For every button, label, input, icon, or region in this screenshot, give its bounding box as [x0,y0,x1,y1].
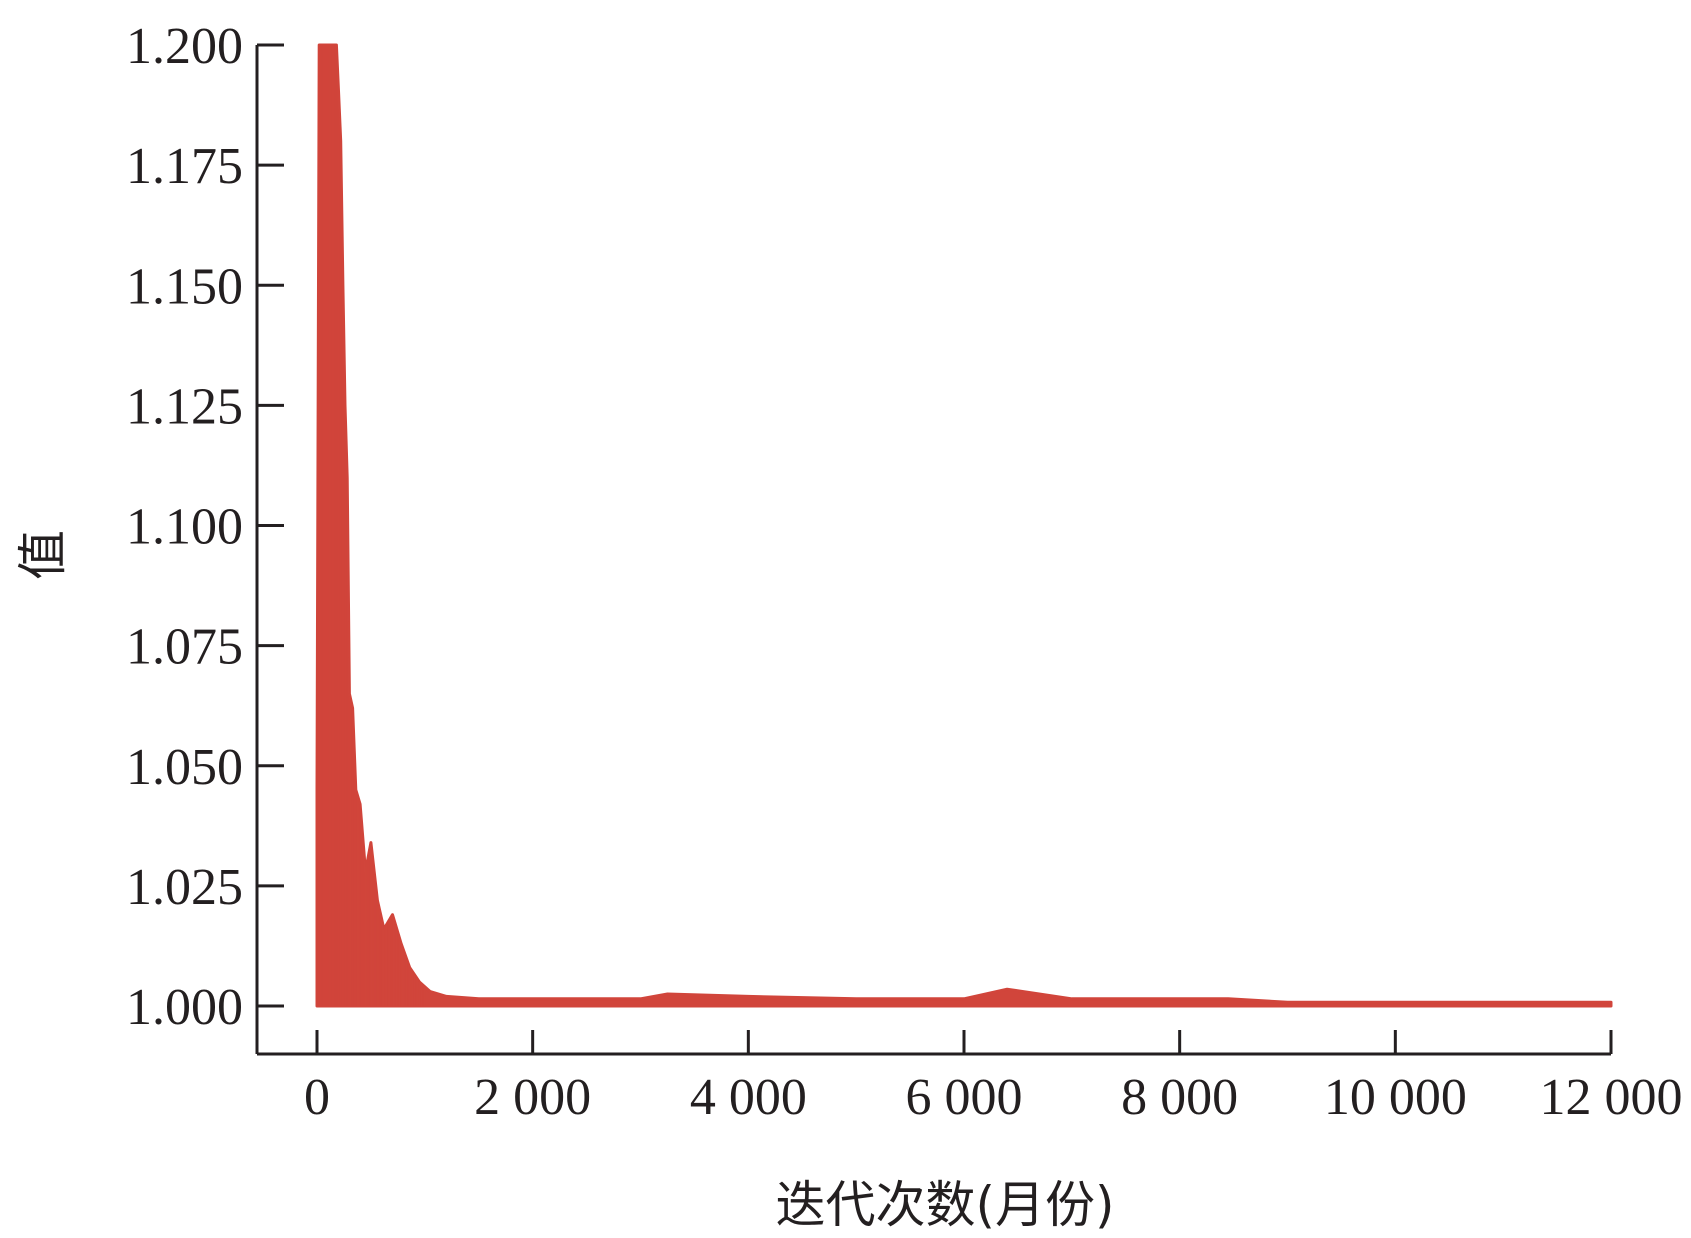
y-tick-label: 1.025 [126,859,243,916]
y-tick-label: 1.150 [126,258,243,315]
x-tick-label: 10 000 [1324,1069,1467,1126]
x-axis-title: 迭代次数(月份) [775,1176,1114,1234]
y-tick-label: 1.175 [126,138,243,195]
x-tick-label: 2 000 [474,1069,591,1126]
y-tick-label: 1.050 [126,739,243,796]
x-tick-label: 6 000 [906,1069,1023,1126]
y-tick-label: 1.200 [126,18,243,75]
x-tick-label: 12 000 [1540,1069,1683,1126]
x-tick-label: 0 [304,1069,330,1126]
y-tick-label: 1.100 [126,499,243,556]
x-axis-ticks: 0 2 000 4 000 6 000 8 000 10 000 12 000 [304,1030,1683,1126]
y-axis-ticks: 1.000 1.025 1.050 1.075 1.100 1.125 1.150 1.175… [126,18,284,1036]
series-line [315,43,1613,1008]
y-tick-label: 1.075 [126,619,243,676]
y-tick-label: 1.125 [126,378,243,435]
y-axis-title: 值 [14,530,72,580]
x-tick-label: 4 000 [690,1069,807,1126]
series-layer [315,43,1613,1008]
y-tick-label: 1.000 [126,979,243,1036]
x-tick-label: 8 000 [1121,1069,1238,1126]
